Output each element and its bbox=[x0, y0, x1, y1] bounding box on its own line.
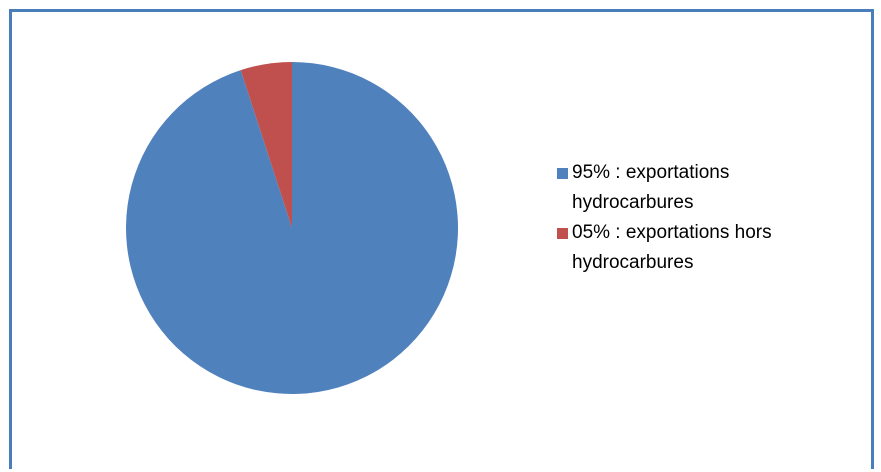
legend: 95% : exportations hydrocarbures 05% : e… bbox=[557, 158, 817, 278]
chart-frame: 95% : exportations hydrocarbures 05% : e… bbox=[9, 9, 874, 469]
legend-item-hors-hydrocarbures: 05% : exportations hors hydrocarbures bbox=[557, 218, 817, 278]
legend-label-hydrocarbures: 95% : exportations hydrocarbures bbox=[572, 162, 730, 213]
legend-label-hors-hydrocarbures: 05% : exportations hors hydrocarbures bbox=[572, 222, 772, 273]
pie-chart bbox=[126, 62, 459, 394]
legend-swatch-hors-hydrocarbures bbox=[557, 228, 568, 239]
legend-swatch-hydrocarbures bbox=[557, 168, 568, 179]
pie-slice-hors-hydrocarbures bbox=[240, 62, 292, 228]
legend-item-hydrocarbures: 95% : exportations hydrocarbures bbox=[557, 158, 817, 218]
